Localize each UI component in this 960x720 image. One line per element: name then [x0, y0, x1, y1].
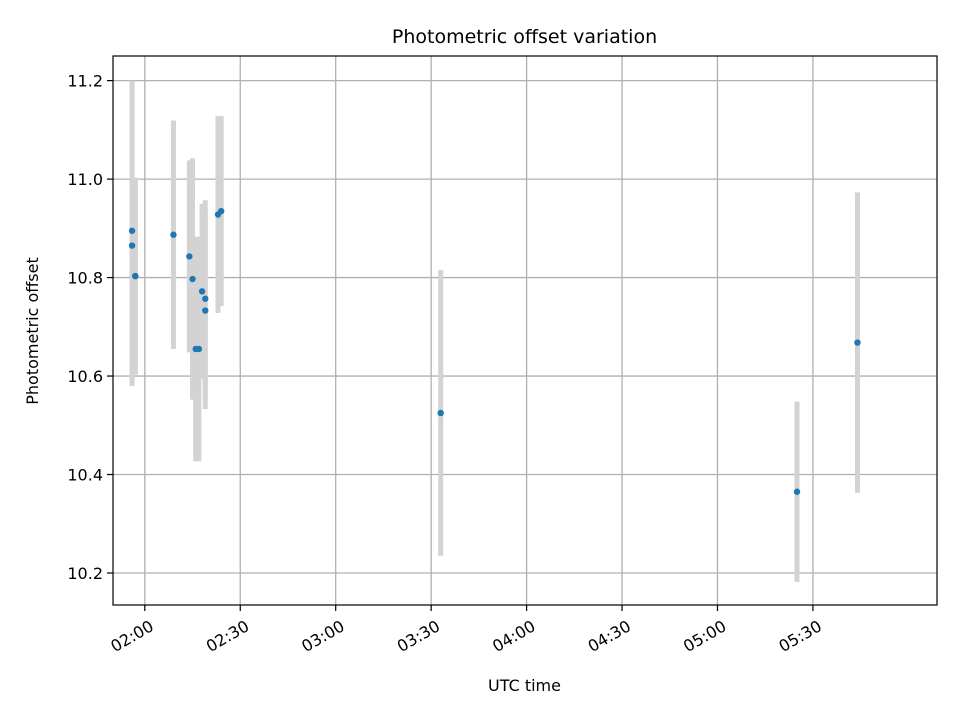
- data-point: [170, 231, 177, 238]
- data-point: [202, 295, 209, 302]
- data-points: [128, 207, 861, 495]
- y-axis: 10.2 10.4 10.6 10.8 11.0 11.2: [67, 72, 113, 583]
- plot-frame: [112, 55, 938, 606]
- data-point: [437, 409, 444, 417]
- data-point: [198, 288, 206, 295]
- x-tick-label: 03:00: [298, 616, 347, 656]
- data-point: [202, 307, 209, 314]
- chart-title: Photometric offset variation: [392, 26, 657, 48]
- x-tick-label: 05:30: [775, 616, 824, 656]
- x-tick-label: 05:00: [680, 616, 729, 656]
- data-point: [189, 275, 196, 283]
- x-tick-label: 04:00: [489, 616, 538, 656]
- x-tick-label: 02:30: [203, 616, 252, 656]
- data-point: [186, 253, 193, 260]
- y-tick-label: 10.4: [67, 466, 103, 485]
- data-point: [132, 272, 139, 280]
- y-tick-label: 10.8: [67, 269, 103, 288]
- y-tick-label: 10.2: [67, 564, 103, 583]
- data-point: [854, 339, 861, 346]
- x-tick-label: 02:00: [107, 616, 156, 656]
- data-point: [195, 345, 203, 353]
- x-axis: 02:00 02:30 03:00 03:30 04:00 04:30 05:00 05:30: [107, 605, 825, 656]
- y-tick-label: 11.0: [67, 170, 103, 189]
- data-point: [217, 207, 225, 215]
- grid: [113, 56, 937, 605]
- y-tick-label: 10.6: [67, 367, 103, 386]
- y-axis-label: Photometric offset: [23, 257, 42, 405]
- y-tick-label: 11.2: [67, 72, 103, 91]
- data-point: [793, 488, 801, 495]
- data-point: [128, 227, 136, 234]
- x-axis-label: UTC time: [488, 676, 561, 695]
- x-tick-label: 03:30: [394, 616, 443, 656]
- data-point: [128, 242, 136, 249]
- x-tick-label: 04:30: [585, 616, 634, 656]
